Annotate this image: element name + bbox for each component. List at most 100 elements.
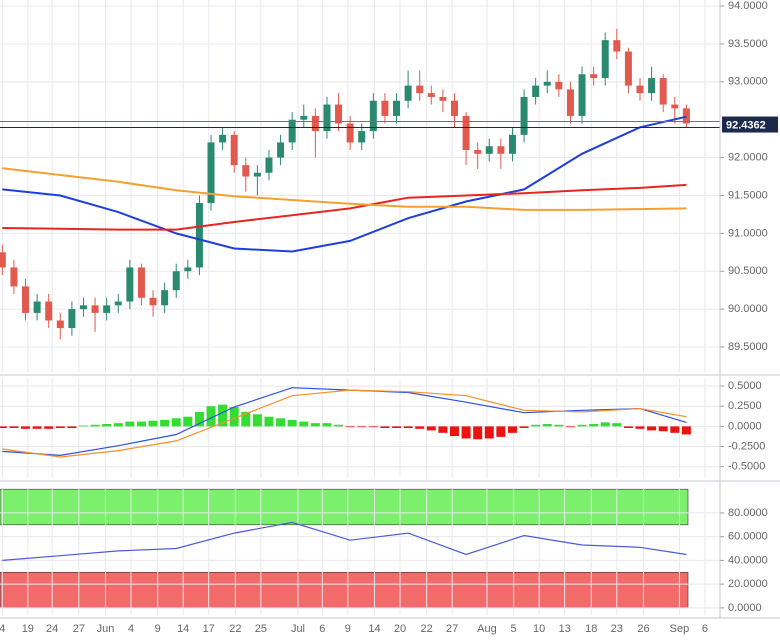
x-tick-label: 14 bbox=[177, 623, 189, 635]
x-tick-label: 18 bbox=[585, 623, 597, 635]
y-tick-label: 91.0000 bbox=[728, 227, 768, 239]
histogram-bar bbox=[183, 416, 193, 427]
x-tick-label: 22 bbox=[229, 623, 241, 635]
candle-body bbox=[335, 104, 343, 124]
ma-line bbox=[2, 183, 687, 231]
candle-body bbox=[230, 134, 238, 166]
candle-body bbox=[346, 123, 354, 143]
candle-body bbox=[45, 301, 53, 321]
x-tick-label: 10 bbox=[533, 623, 545, 635]
histogram-bar bbox=[113, 423, 123, 427]
x-tick-label: 25 bbox=[255, 623, 267, 635]
histogram-bar bbox=[194, 411, 204, 427]
candle-body bbox=[636, 85, 644, 94]
x-tick-label: 20 bbox=[394, 623, 406, 635]
y-tick-label: 93.0000 bbox=[728, 76, 768, 88]
histogram-bar bbox=[90, 424, 100, 427]
histogram-bar bbox=[647, 426, 657, 431]
y-tick-label: 0.2500 bbox=[728, 400, 762, 412]
candle-body bbox=[624, 51, 632, 86]
histogram-bar bbox=[206, 406, 216, 427]
y-tick-label: 0.0000 bbox=[728, 602, 762, 614]
y-tick-label: 90.0000 bbox=[728, 303, 768, 315]
histogram-bar bbox=[449, 426, 459, 437]
candle-body bbox=[265, 157, 273, 173]
histogram-bar bbox=[577, 424, 587, 427]
x-tick-label: Sep bbox=[670, 623, 690, 635]
histogram-bar bbox=[148, 420, 158, 427]
histogram-bar bbox=[484, 426, 494, 439]
candle-body bbox=[137, 267, 145, 298]
histogram-bar bbox=[287, 419, 297, 427]
histogram-bar bbox=[670, 426, 680, 433]
candle-body bbox=[103, 305, 111, 313]
ma-line bbox=[2, 115, 687, 253]
histogram-bar bbox=[589, 423, 599, 427]
histogram-bar bbox=[681, 426, 691, 435]
x-tick-label: 23 bbox=[611, 623, 623, 635]
y-tick-label: 91.5000 bbox=[728, 189, 768, 201]
candle-body bbox=[91, 305, 99, 313]
candle-body bbox=[219, 134, 227, 143]
candle-body bbox=[474, 150, 482, 154]
candle-body bbox=[590, 74, 598, 79]
x-tick-label: 9 bbox=[345, 623, 351, 635]
candle-body bbox=[404, 85, 412, 101]
histogram-bar bbox=[623, 426, 633, 428]
x-tick-label: 27 bbox=[446, 623, 458, 635]
candle-body bbox=[439, 96, 447, 101]
histogram-bar bbox=[136, 421, 146, 427]
candle-body bbox=[381, 100, 389, 116]
histogram-bar bbox=[438, 426, 448, 433]
candle-body bbox=[520, 96, 528, 135]
histogram-bar bbox=[507, 426, 517, 433]
y-tick-label: 89.5000 bbox=[728, 341, 768, 353]
histogram-bar bbox=[241, 411, 251, 427]
histogram-bar bbox=[635, 426, 645, 429]
histogram-bar bbox=[496, 426, 506, 437]
histogram-bar bbox=[125, 421, 135, 427]
x-tick-label: 22 bbox=[421, 623, 433, 635]
histogram-bar bbox=[32, 426, 42, 429]
candle-body bbox=[195, 203, 203, 268]
y-tick-label: 0.0000 bbox=[728, 420, 762, 432]
candle-body bbox=[311, 115, 319, 132]
candle-body bbox=[497, 146, 505, 154]
histogram-bar bbox=[67, 426, 77, 428]
candle-body bbox=[682, 108, 690, 124]
candle-body bbox=[277, 142, 285, 158]
x-tick-label: 14 bbox=[368, 623, 380, 635]
histogram-bar bbox=[565, 426, 575, 428]
histogram-bar bbox=[403, 426, 413, 428]
histogram-bar bbox=[276, 418, 286, 427]
candle-body bbox=[566, 89, 574, 116]
candle-body bbox=[207, 142, 215, 204]
histogram-bar bbox=[44, 426, 54, 429]
candle-body bbox=[184, 267, 192, 272]
histogram-bar bbox=[368, 426, 378, 428]
histogram-bar bbox=[229, 407, 239, 427]
histogram-bar bbox=[9, 426, 19, 428]
x-tick-label: Aug bbox=[477, 623, 497, 635]
x-tick-label: 17 bbox=[203, 623, 215, 635]
rsi-line bbox=[2, 521, 687, 561]
candle-body bbox=[543, 81, 551, 86]
y-tick-label: -0.5000 bbox=[728, 461, 765, 473]
x-tick-label: 6 bbox=[319, 623, 325, 635]
histogram-bar bbox=[160, 419, 170, 427]
x-tick-label: 9 bbox=[155, 623, 161, 635]
candle-body bbox=[671, 104, 679, 109]
candle-body bbox=[253, 172, 261, 177]
candle-body bbox=[485, 146, 493, 154]
band bbox=[0, 488, 689, 526]
candle-body bbox=[33, 301, 41, 313]
ma-line bbox=[2, 167, 687, 211]
histogram-bar bbox=[392, 426, 402, 428]
x-tick-label: 5 bbox=[511, 623, 517, 635]
candle-body bbox=[462, 115, 470, 151]
y-tick-label: 80.0000 bbox=[728, 507, 768, 519]
histogram-bar bbox=[612, 423, 622, 427]
